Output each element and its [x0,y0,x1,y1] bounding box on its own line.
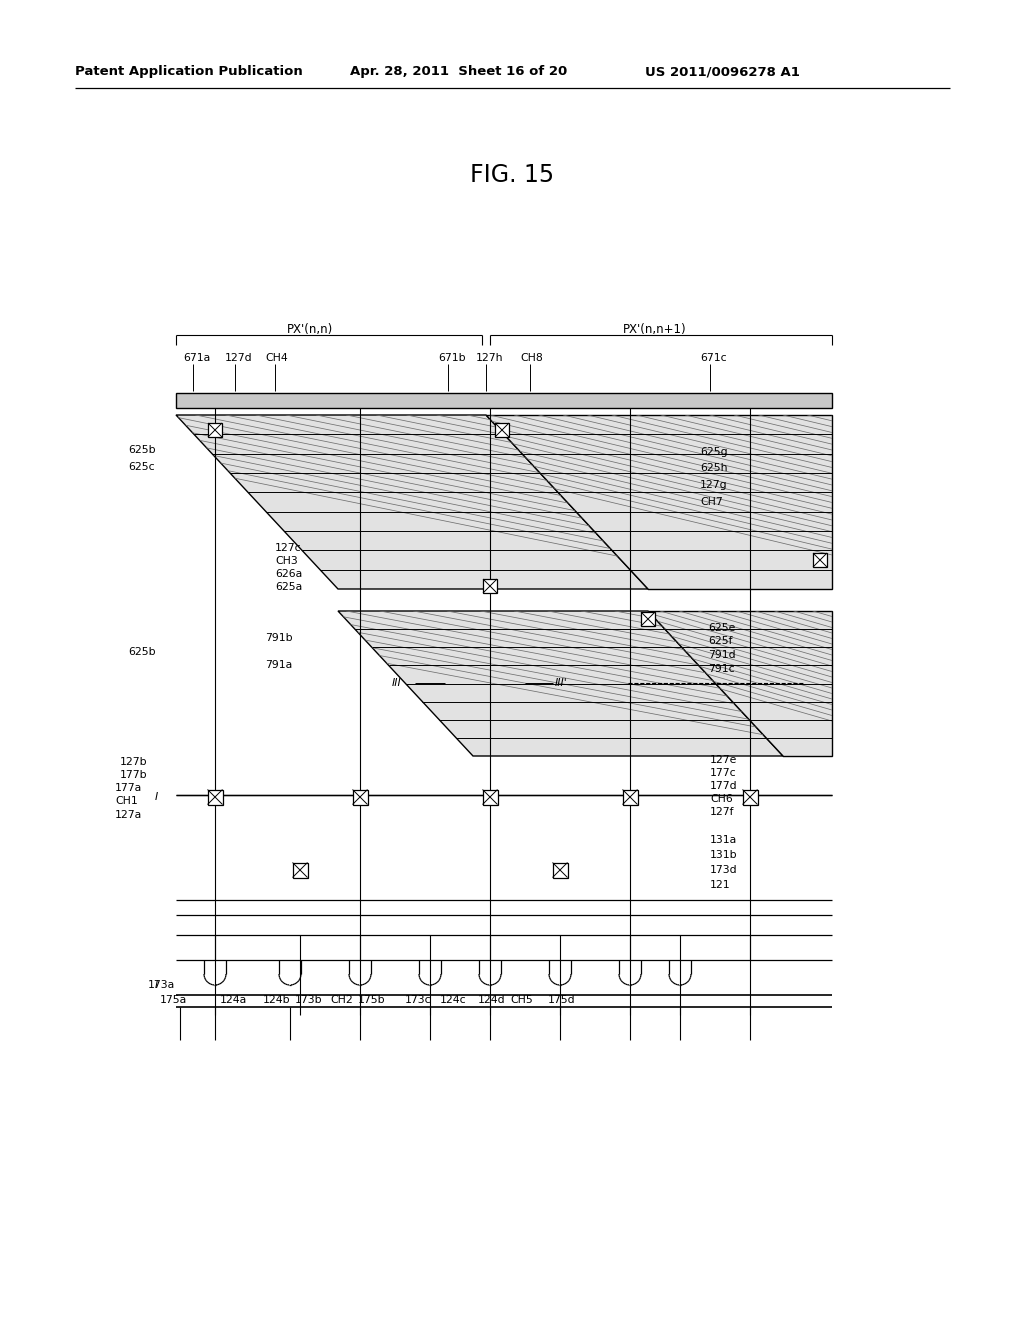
Text: 127f: 127f [710,807,734,817]
Polygon shape [208,789,222,804]
Text: 127h: 127h [476,352,504,363]
Text: 625h: 625h [700,463,727,473]
Text: 791c: 791c [708,664,734,675]
Text: 671b: 671b [438,352,466,363]
Text: 173a: 173a [148,979,175,990]
Text: 175b: 175b [358,995,386,1005]
Text: 625g: 625g [700,447,728,457]
Text: CH7: CH7 [700,498,723,507]
Text: CH8: CH8 [520,352,543,363]
Text: 625b: 625b [128,647,156,657]
Text: 124d: 124d [478,995,506,1005]
Text: 131a: 131a [710,836,737,845]
PathPatch shape [486,414,831,589]
Polygon shape [176,393,831,408]
Text: 791d: 791d [708,649,735,660]
Text: 173c: 173c [406,995,432,1005]
Text: 173b: 173b [295,995,323,1005]
Text: I: I [155,979,159,990]
Text: 127g: 127g [700,480,728,490]
PathPatch shape [176,414,648,589]
Polygon shape [176,414,648,589]
Text: 124c: 124c [440,995,467,1005]
Polygon shape [553,862,567,878]
Text: III: III [392,678,401,688]
Polygon shape [208,422,222,437]
Text: CH4: CH4 [265,352,288,363]
Text: 177d: 177d [710,781,737,791]
Polygon shape [486,414,831,589]
Text: 127d: 127d [225,352,253,363]
PathPatch shape [338,611,783,756]
Text: FIG. 15: FIG. 15 [470,162,554,187]
Polygon shape [482,789,498,804]
Text: CH6: CH6 [710,795,733,804]
Polygon shape [648,611,831,756]
Text: 625b: 625b [128,445,156,455]
Text: 175a: 175a [160,995,187,1005]
Text: Apr. 28, 2011  Sheet 16 of 20: Apr. 28, 2011 Sheet 16 of 20 [350,66,567,78]
Text: CH3: CH3 [275,556,298,566]
Text: 127e: 127e [710,755,737,766]
PathPatch shape [648,611,831,756]
Text: US 2011/0096278 A1: US 2011/0096278 A1 [645,66,800,78]
Text: 791b: 791b [265,634,293,643]
Polygon shape [495,422,509,437]
Text: III': III' [555,678,567,688]
Text: 625a: 625a [275,582,302,591]
Text: 121: 121 [776,393,797,403]
Text: 127c: 127c [275,543,302,553]
Text: 131b: 131b [710,850,737,861]
Text: Patent Application Publication: Patent Application Publication [75,66,303,78]
Text: I: I [155,792,159,803]
Text: 625e: 625e [708,623,735,634]
Text: CH5: CH5 [510,995,532,1005]
Polygon shape [338,611,783,756]
Text: 626a: 626a [275,569,302,579]
Text: 124a: 124a [220,995,247,1005]
Polygon shape [483,579,497,593]
Text: PX'(n,n): PX'(n,n) [287,323,333,337]
Text: CH1: CH1 [115,796,138,807]
Text: 173d: 173d [710,865,737,875]
Text: 127a: 127a [115,810,142,820]
Polygon shape [623,789,638,804]
Text: CH2: CH2 [330,995,352,1005]
Text: 791a: 791a [265,660,292,671]
Text: 625f: 625f [708,636,732,645]
Text: 671a: 671a [183,352,210,363]
Text: 671c: 671c [700,352,727,363]
Text: 177a: 177a [115,783,142,793]
Polygon shape [641,612,655,626]
Text: 121: 121 [710,880,731,890]
Polygon shape [813,553,827,568]
Text: PX'(n,n+1): PX'(n,n+1) [624,323,687,337]
Text: 177c: 177c [710,768,736,777]
Polygon shape [742,789,758,804]
Polygon shape [352,789,368,804]
Text: 124b: 124b [263,995,291,1005]
Text: 177b: 177b [120,770,147,780]
Polygon shape [293,862,307,878]
Text: 175d: 175d [548,995,575,1005]
Text: 127b: 127b [120,756,147,767]
Text: 625c: 625c [128,462,155,473]
